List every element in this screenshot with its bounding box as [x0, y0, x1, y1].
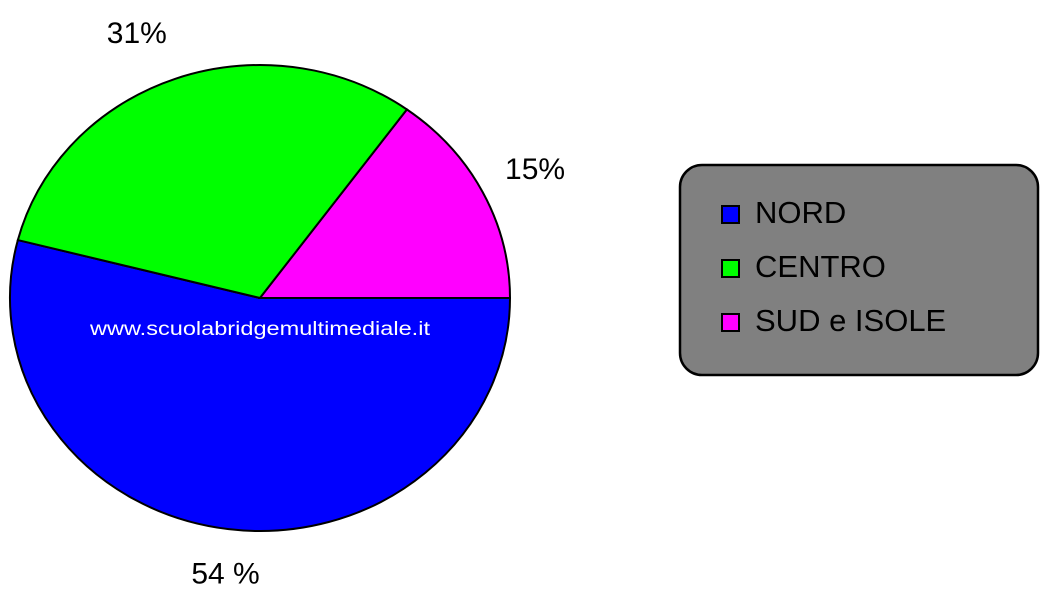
pie-slice: [16, 64, 409, 300]
watermark: www.scuolabridgemultimediale.it: [89, 319, 431, 340]
slice-label: 31%: [107, 17, 167, 50]
legend-box: [678, 163, 1040, 377]
legend-label: NORD: [755, 195, 846, 230]
pie-slice: [9, 238, 512, 532]
legend-swatch: [721, 313, 740, 332]
legend-label: CENTRO: [755, 249, 886, 284]
legend-swatch: [721, 259, 740, 278]
slice-label: 54 %: [191, 557, 259, 590]
slice-label: 15%: [505, 153, 565, 186]
legend-swatch: [721, 205, 740, 224]
pie-slice: [257, 108, 512, 299]
legend-label: SUD e ISOLE: [755, 303, 946, 338]
